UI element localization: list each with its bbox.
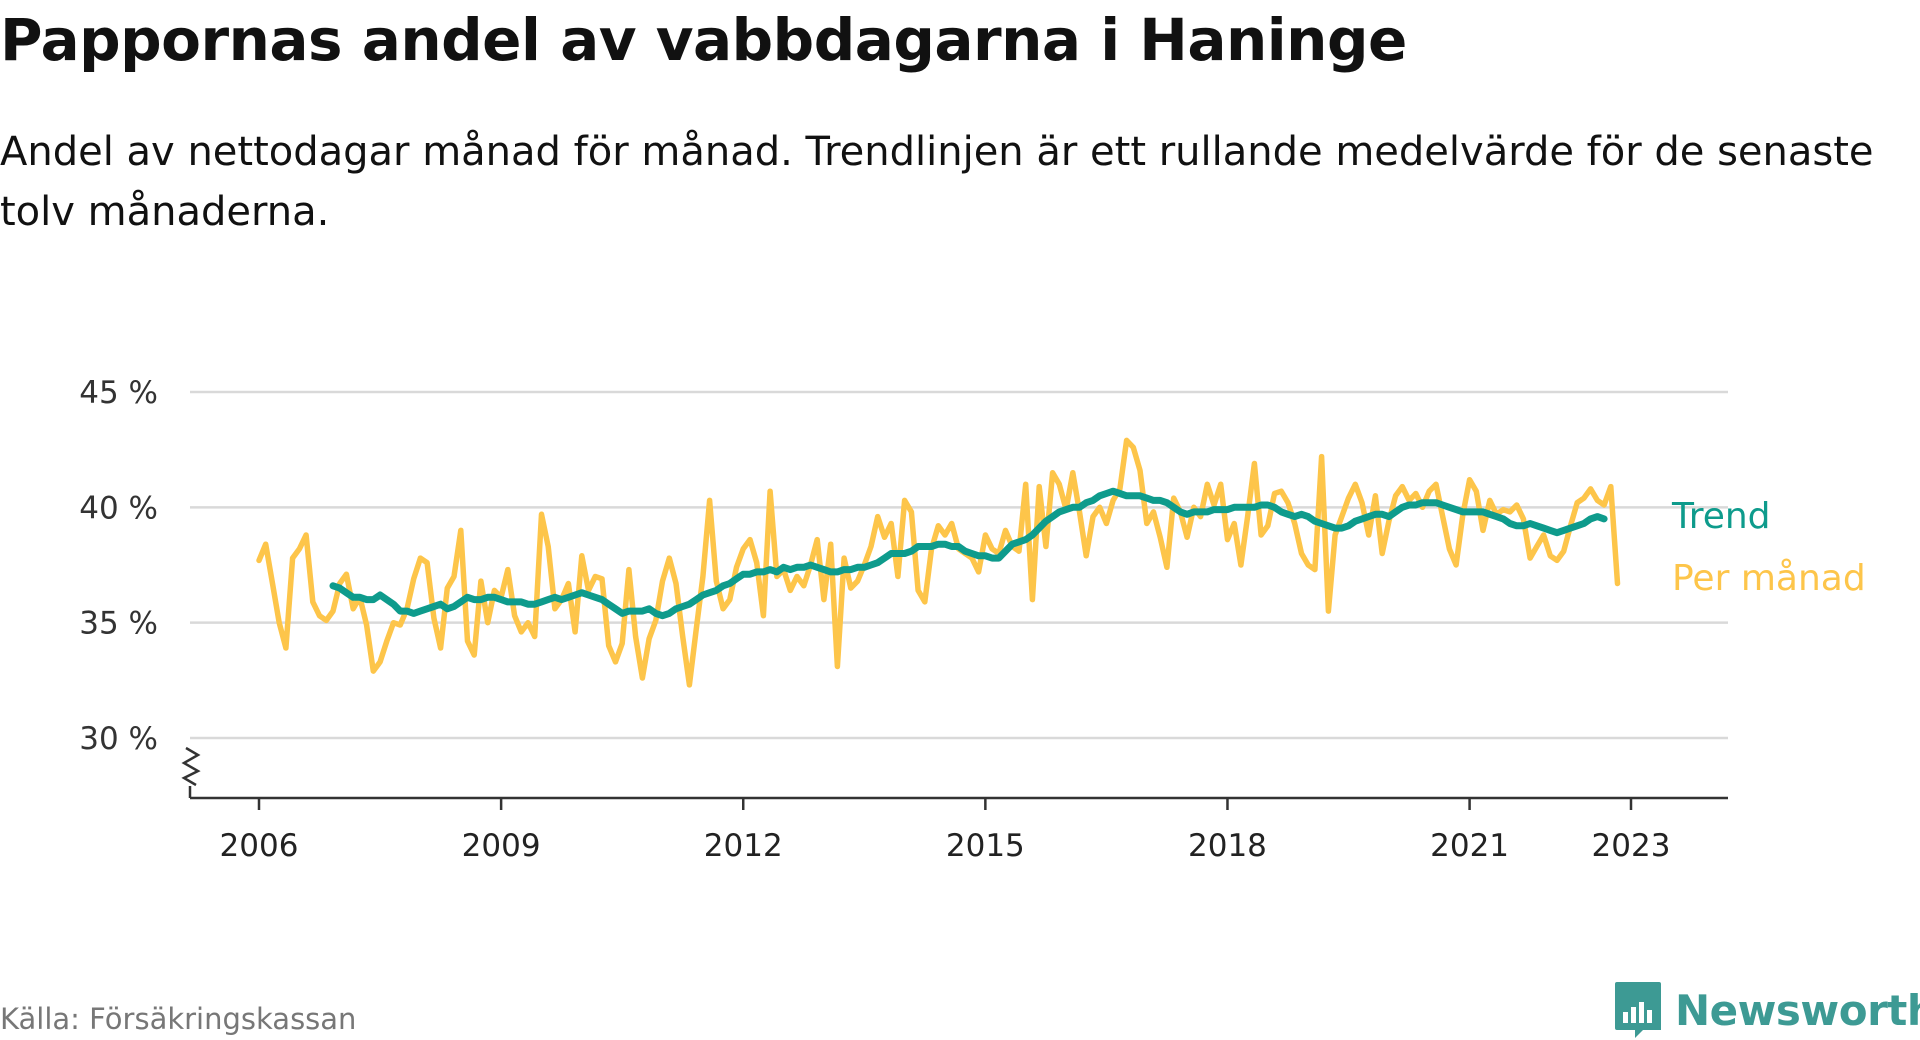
x-tick-label: 2018 — [1188, 828, 1267, 864]
y-tick-label: 35 % — [79, 606, 158, 642]
series-lines — [256, 437, 1621, 688]
series-labels: Per månad Trend — [1671, 496, 1866, 599]
brand-name: Newsworthy — [1675, 985, 1920, 1035]
trend-line — [329, 487, 1608, 620]
series-label-trend: Trend — [1671, 496, 1771, 537]
series-label-monthly: Per månad — [1672, 558, 1866, 599]
y-axis-ticks: 30 % 35 % 40 % 45 % — [79, 375, 158, 757]
y-tick-label: 40 % — [79, 490, 158, 526]
axis-break-icon — [181, 746, 201, 787]
grid-lines — [190, 390, 1728, 740]
newsworthy-logo: Newsworthy — [1613, 980, 1920, 1040]
x-tick-label: 2023 — [1592, 828, 1671, 864]
line-chart: 30 % 35 % 40 % 45 % 2006 2009 2012 2015 2018 202… — [79, 375, 1866, 864]
x-axis — [181, 746, 1728, 800]
newsworthy-icon — [1615, 982, 1661, 1038]
chart-subtitle: Andel av nettodagar månad för månad. Tre… — [0, 129, 1874, 235]
x-tick-label: 2015 — [946, 828, 1025, 864]
x-tick-label: 2021 — [1430, 828, 1509, 864]
x-tick-label: 2006 — [220, 828, 299, 864]
x-tick-label: 2012 — [704, 828, 783, 864]
x-axis-ticks: 2006 2009 2012 2015 2018 2021 2023 — [220, 798, 1671, 864]
monthly-line — [256, 437, 1621, 688]
y-tick-label: 45 % — [79, 375, 158, 411]
x-tick-label: 2009 — [462, 828, 541, 864]
source-note: Källa: Försäkringskassan — [0, 1002, 357, 1036]
y-tick-label: 30 % — [79, 721, 158, 757]
chart-title: Pappornas andel av vabbdagarna i Haninge — [0, 6, 1407, 74]
